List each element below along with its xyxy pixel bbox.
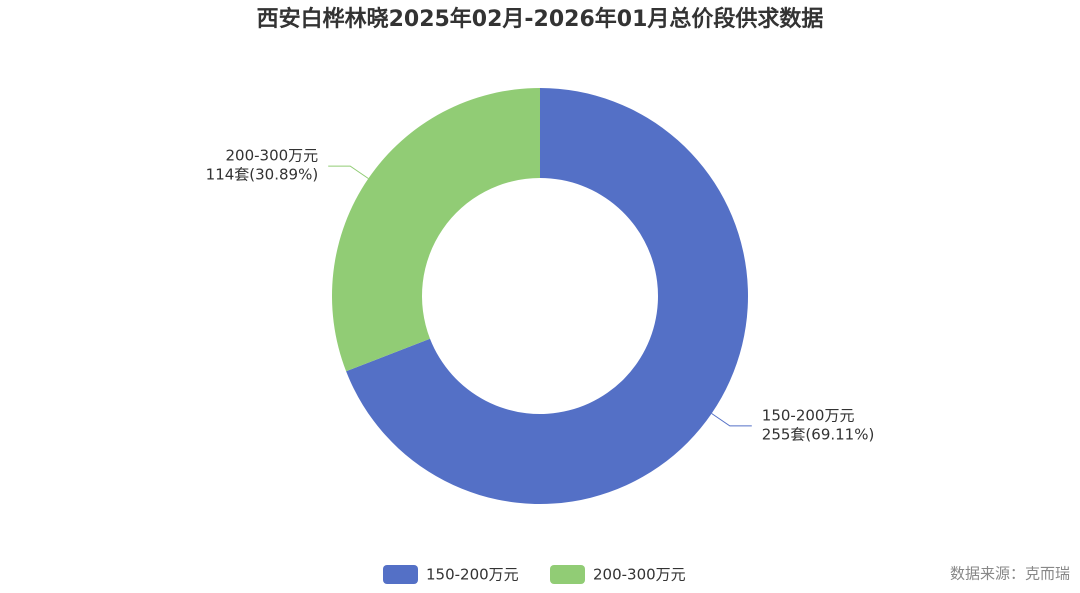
source-note: 数据来源：克而瑞 bbox=[950, 565, 1070, 583]
legend-label: 200-300万元 bbox=[593, 566, 686, 584]
slice-label: 150-200万元 bbox=[762, 406, 855, 424]
slice-value-label: 255套(69.11%) bbox=[762, 425, 875, 443]
label-line bbox=[711, 413, 752, 427]
legend-swatch bbox=[383, 565, 418, 584]
donut-slice bbox=[346, 88, 748, 505]
legend-swatch bbox=[550, 565, 585, 584]
label-line bbox=[328, 165, 369, 179]
donut-slice bbox=[331, 88, 540, 372]
chart-title: 西安白桦林晓2025年02月-2026年01月总价段供求数据 bbox=[257, 6, 824, 32]
legend-label: 150-200万元 bbox=[426, 566, 519, 584]
slice-value-label: 114套(30.89%) bbox=[206, 166, 319, 184]
slice-label: 200-300万元 bbox=[226, 147, 319, 165]
